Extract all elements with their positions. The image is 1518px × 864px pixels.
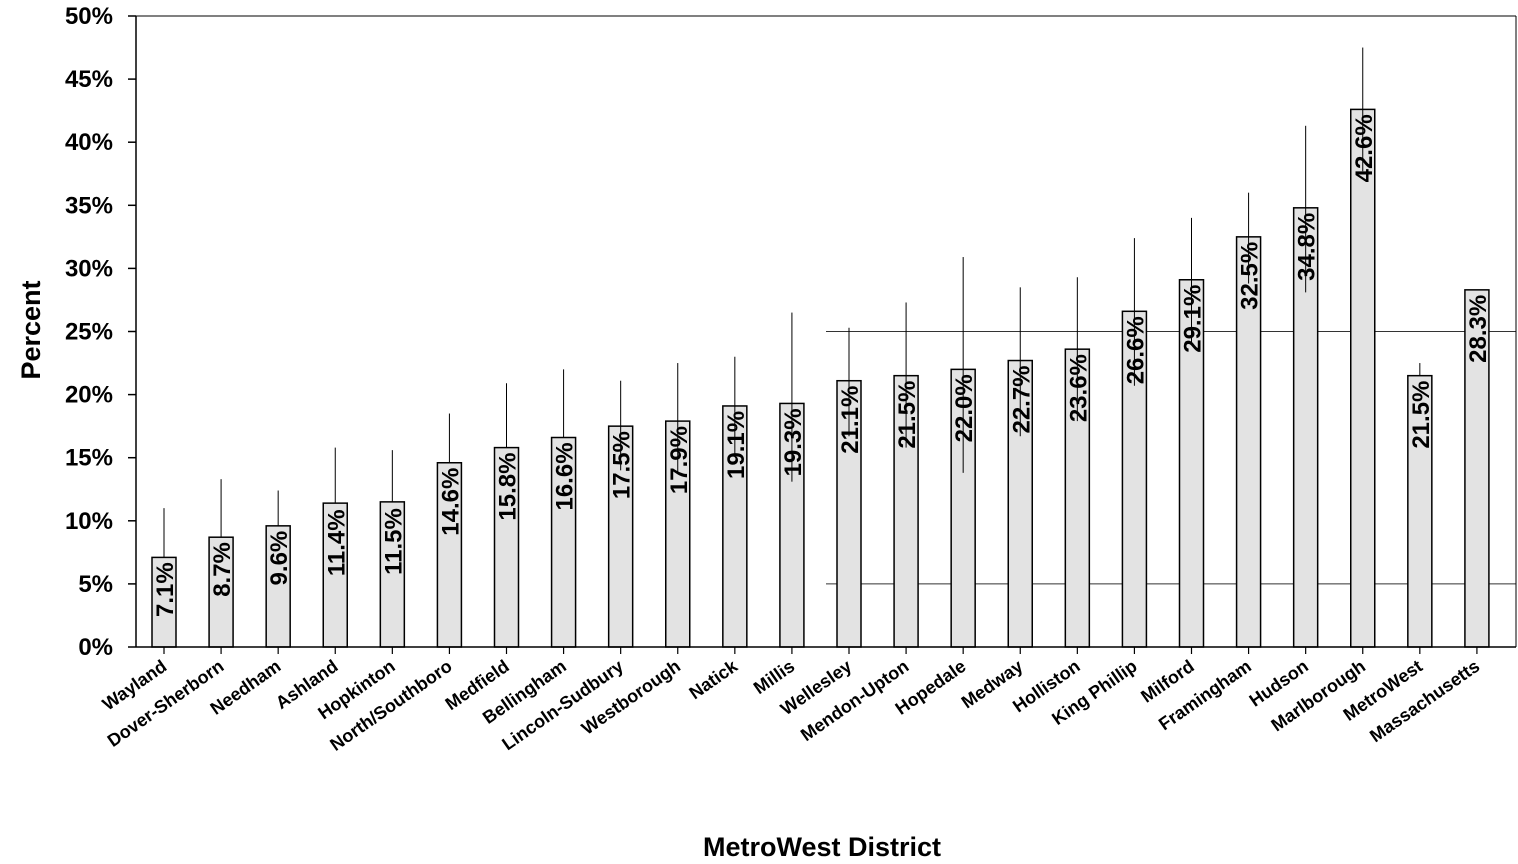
x-tick-label: Westborough	[578, 656, 684, 739]
error-bars	[163, 47, 1421, 558]
data-label: 14.6%	[437, 468, 464, 536]
data-label: 9.6%	[266, 531, 293, 586]
data-label: 15.8%	[495, 453, 522, 521]
y-axis-ticks: 0% 5% 10% 15% 20% 25% 30% 35% 40% 45% 50%	[65, 3, 136, 661]
bar	[1407, 374, 1433, 648]
x-tick-label: Natick	[685, 655, 742, 703]
data-label: 16.6%	[552, 442, 579, 510]
data-label: 21.5%	[894, 381, 921, 449]
data-label: 21.1%	[837, 386, 864, 454]
reference-lines	[826, 331, 1516, 585]
y-tick-label: 40%	[65, 129, 113, 156]
data-label: 11.4%	[323, 509, 350, 576]
x-axis-title: MetroWest District	[703, 832, 941, 862]
bar	[322, 502, 348, 648]
data-label: 34.8%	[1294, 213, 1321, 281]
x-axis-tick-labels: WaylandDover-SherbornNeedhamAshlandHopki…	[99, 647, 1483, 755]
y-axis-title: Percent	[16, 280, 46, 379]
bars	[151, 108, 1490, 648]
y-tick-label: 35%	[65, 192, 113, 219]
data-label: 19.3%	[780, 408, 807, 476]
y-tick-label: 20%	[65, 382, 113, 409]
data-label: 28.3%	[1465, 295, 1492, 363]
bar	[151, 556, 177, 648]
bar	[493, 446, 520, 648]
data-label: 22.0%	[951, 374, 978, 442]
bar	[265, 525, 291, 648]
data-label: 7.1%	[152, 562, 179, 617]
bar	[436, 461, 463, 648]
data-label: 29.1%	[1180, 285, 1207, 353]
data-label: 23.6%	[1065, 354, 1092, 422]
y-tick-label: 30%	[65, 255, 113, 282]
data-label: 8.7%	[209, 542, 236, 597]
data-label: 42.6%	[1351, 114, 1378, 182]
y-tick-label: 5%	[78, 571, 113, 598]
data-label: 22.7%	[1008, 365, 1035, 433]
data-label: 17.5%	[609, 431, 636, 499]
y-tick-label: 15%	[65, 445, 113, 472]
data-label: 32.5%	[1237, 242, 1264, 310]
bar	[1350, 108, 1376, 648]
y-tick-label: 50%	[65, 3, 113, 30]
y-tick-label: 0%	[78, 634, 113, 661]
bar	[1235, 236, 1262, 648]
data-label: 17.9%	[666, 426, 693, 494]
y-tick-label: 45%	[65, 66, 113, 93]
data-label: 11.5%	[380, 508, 407, 575]
data-label: 26.6%	[1122, 316, 1149, 384]
data-label: 21.5%	[1408, 381, 1435, 449]
y-tick-label: 25%	[65, 319, 113, 346]
data-label: 19.1%	[723, 411, 750, 479]
y-tick-label: 10%	[65, 508, 113, 535]
data-labels: 7.1% 8.7% 9.6% 11.4% 11.5% 14.6% 15.8% 16.6% 17.…	[152, 114, 1492, 617]
bar	[1464, 289, 1490, 648]
